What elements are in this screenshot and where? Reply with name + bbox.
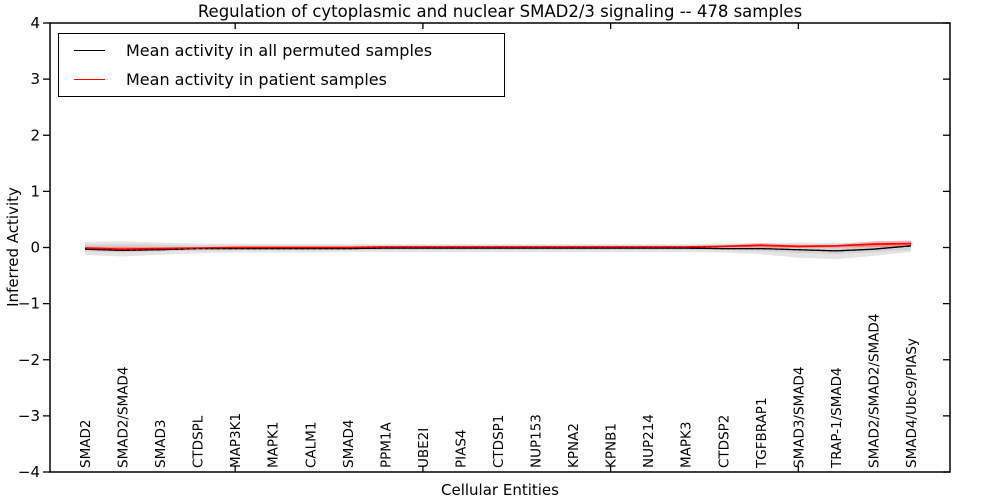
x-category-label: SMAD2 (78, 420, 94, 468)
y-tick-label: −1 (18, 295, 40, 313)
x-category-label: CTDSP2 (716, 415, 732, 468)
x-category-label: TGFBRAP1 (754, 397, 770, 469)
x-category-label: PPM1A (378, 421, 394, 468)
x-category-label-text: SMAD2 (78, 420, 94, 468)
x-category-label-text: SMAD4/Ubc9/PIASy (904, 338, 920, 468)
x-category-label: CALM1 (303, 422, 319, 468)
x-category-label-text: CTDSP2 (716, 415, 732, 468)
legend: Mean activity in all permuted samples Me… (58, 33, 505, 97)
x-category-label: CTDSPL (191, 415, 207, 468)
patient-band-inner (85, 243, 911, 250)
y-tick-label: −2 (18, 351, 40, 369)
x-category-label-text: SMAD3/SMAD4 (791, 367, 807, 468)
x-category-label: SMAD4/Ubc9/PIASy (904, 338, 920, 468)
x-category-label-text: SMAD2/SMAD2/SMAD4 (866, 314, 882, 468)
patient-mean-line (84, 242, 912, 251)
x-category-label-text: UBE2I (416, 428, 432, 468)
legend-label-permuted: Mean activity in all permuted samples (126, 40, 433, 60)
x-category-label-text: CTDSPL (191, 415, 207, 468)
x-category-label-text: PIAS4 (453, 429, 469, 468)
y-tick-label: −3 (18, 407, 40, 425)
x-category-label: MAPK3 (679, 422, 695, 468)
x-category-label-text: KPNB1 (604, 423, 620, 468)
x-category-label-text: MAPK1 (266, 422, 282, 468)
x-category-label: SMAD3 (153, 420, 169, 468)
x-category-label-text: MAP3K1 (228, 413, 244, 468)
x-category-label-text: NUP214 (641, 414, 657, 468)
x-category-label: KPNA2 (566, 423, 582, 468)
y-tick-label: 4 (30, 14, 40, 32)
y-tick-label: 3 (30, 70, 40, 88)
x-category-label: PIAS4 (453, 429, 469, 468)
x-category-label: MAP3K1 (228, 413, 244, 468)
y-tick-label: −4 (18, 463, 40, 481)
x-category-label: KPNB1 (604, 423, 620, 468)
x-category-label: SMAD2/SMAD4 (116, 367, 132, 468)
x-category-label-text: SMAD3 (153, 420, 169, 468)
legend-label-patient: Mean activity in patient samples (126, 70, 387, 90)
x-axis-label: Cellular Entities (441, 481, 559, 499)
x-category-label: MAPK1 (266, 422, 282, 468)
x-category-label-text: TGFBRAP1 (754, 397, 770, 469)
x-category-label-text: MAPK3 (679, 422, 695, 468)
x-category-label-text: SMAD4 (341, 420, 357, 468)
x-category-label: SMAD4 (341, 420, 357, 468)
x-category-label: TRAP-1/SMAD4 (829, 367, 845, 469)
legend-item-patient: Mean activity in patient samples (59, 67, 504, 93)
x-category-label-text: KPNA2 (566, 423, 582, 468)
chart-title: Regulation of cytoplasmic and nuclear SM… (197, 2, 803, 21)
x-category-label-text: TRAP-1/SMAD4 (829, 367, 845, 469)
x-category-label: SMAD2/SMAD2/SMAD4 (866, 314, 882, 468)
x-category-label: NUP153 (529, 414, 545, 468)
x-category-label: NUP214 (641, 414, 657, 468)
legend-item-permuted: Mean activity in all permuted samples (59, 37, 504, 63)
y-tick-label: 0 (30, 239, 40, 257)
x-category-label: UBE2I (416, 428, 432, 468)
x-category-label-text: CALM1 (303, 422, 319, 468)
x-category-label: SMAD3/SMAD4 (791, 367, 807, 468)
x-category-label-text: SMAD2/SMAD4 (116, 367, 132, 468)
x-category-label-text: NUP153 (529, 414, 545, 468)
y-tick-label: 2 (30, 126, 40, 144)
y-tick-label: 1 (30, 182, 40, 200)
x-category-label: CTDSP1 (491, 415, 507, 468)
patient-line-swatch (74, 79, 105, 81)
permuted-mean-line (84, 245, 912, 252)
x-category-label-text: PPM1A (378, 421, 394, 468)
permuted-line-swatch (74, 49, 105, 51)
x-category-label-text: CTDSP1 (491, 415, 507, 468)
